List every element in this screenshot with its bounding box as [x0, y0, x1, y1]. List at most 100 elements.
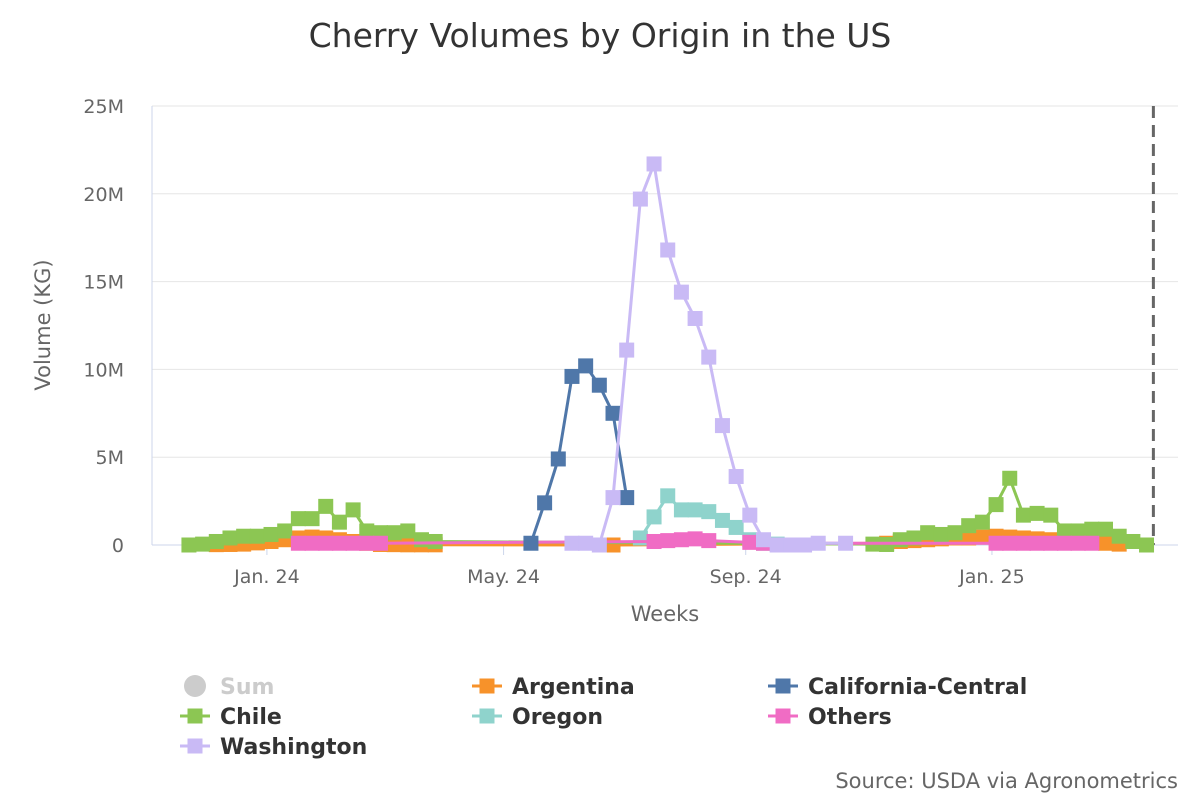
data-point-chile [386, 525, 402, 541]
data-point-chile [331, 514, 347, 530]
data-point-oregon [701, 504, 717, 520]
legend-item-others: Others [768, 705, 892, 730]
data-point-washington [578, 535, 594, 551]
data-point-chile [1097, 521, 1113, 537]
data-point-argentina [605, 537, 621, 553]
data-point-chile [1029, 505, 1045, 521]
data-point-chile [974, 514, 990, 530]
y-tick-label: 25M [83, 96, 124, 118]
data-point-chile [318, 498, 334, 514]
data-point-argentina [1097, 535, 1113, 551]
data-point-chile [1043, 507, 1059, 523]
data-point-california-central [578, 358, 594, 374]
data-point-oregon [714, 512, 730, 528]
x-tick-label: Jan. 24 [233, 566, 300, 588]
data-point-chile [988, 497, 1004, 513]
legend-symbol [184, 675, 206, 697]
data-point-chile [1125, 533, 1141, 549]
x-axis-title: Weeks [631, 602, 699, 626]
y-tick-label: 5M [96, 447, 124, 469]
source-credit: Source: USDA via Agronometrics [835, 769, 1178, 793]
data-point-others [701, 533, 717, 549]
series-others [290, 531, 1100, 551]
data-point-california-central [537, 495, 553, 511]
data-point-oregon [632, 530, 648, 546]
series-washington [564, 156, 854, 553]
legend-item-washington: Washington [180, 735, 367, 760]
legend-item-chile: Chile [180, 705, 282, 730]
data-point-washington [742, 507, 758, 523]
data-point-argentina [386, 537, 402, 553]
gridlines [152, 105, 1178, 458]
data-point-others [742, 534, 758, 550]
data-point-chile [413, 532, 429, 548]
data-point-chile [236, 528, 252, 544]
data-point-washington [605, 490, 621, 506]
data-point-oregon [728, 519, 744, 535]
data-point-oregon [673, 502, 689, 518]
data-point-washington [728, 469, 744, 485]
data-point-chile [961, 518, 977, 534]
data-point-chile [304, 511, 320, 527]
data-point-chile [933, 526, 949, 542]
series-line-california-central [529, 364, 629, 544]
data-point-washington [673, 284, 689, 300]
data-point-washington [755, 532, 771, 548]
data-point-washington [632, 191, 648, 207]
legend-label: California-Central [808, 675, 1027, 700]
legend-marker-symbol [479, 678, 495, 694]
data-point-others [372, 535, 388, 551]
data-point-others [290, 535, 306, 551]
data-point-chile [1070, 523, 1086, 539]
data-point-washington [769, 537, 785, 553]
data-point-washington [810, 535, 826, 551]
data-point-others [646, 533, 662, 549]
data-point-others [687, 531, 703, 547]
data-point-california-central [523, 535, 539, 551]
data-point-chile [195, 536, 211, 552]
data-point-california-central [564, 368, 580, 384]
data-point-chile [181, 537, 197, 553]
legend-label: Oregon [512, 705, 603, 730]
legend-label: Washington [220, 735, 367, 760]
chart-title: Cherry Volumes by Origin in the US [309, 16, 892, 55]
data-point-chile [1139, 537, 1155, 553]
series-california-central [523, 358, 635, 551]
data-point-chile [359, 523, 375, 539]
y-tick-label: 15M [83, 272, 124, 294]
data-point-washington [619, 342, 635, 358]
data-point-chile [277, 523, 293, 539]
data-point-chile [892, 532, 908, 548]
data-point-california-central [591, 377, 607, 393]
y-tick-label: 0 [112, 535, 124, 557]
legend-marker-symbol [775, 678, 791, 694]
y-tick-label: 20M [83, 184, 124, 206]
data-point-washington [701, 349, 717, 365]
data-point-oregon [646, 509, 662, 525]
data-point-chile [1111, 528, 1127, 544]
data-point-washington [783, 537, 799, 553]
y-tick-label: 10M [83, 359, 124, 381]
data-point-washington [838, 535, 854, 551]
data-point-argentina [400, 537, 416, 553]
legend-item-sum: Sum [184, 675, 274, 700]
data-point-chile [947, 525, 963, 541]
data-point-chile [400, 523, 416, 539]
data-point-others [660, 533, 676, 549]
data-point-washington [646, 156, 662, 172]
legend: Sum Argentina California-Central Chile Orego… [180, 675, 1027, 760]
legend-item-argentina: Argentina [472, 675, 635, 700]
data-point-argentina [974, 529, 990, 545]
legend-marker-symbol [479, 708, 495, 724]
data-point-chile [345, 502, 361, 518]
data-point-chile [290, 511, 306, 527]
data-point-chile [1084, 521, 1100, 537]
data-point-others [1056, 535, 1072, 551]
data-point-others [988, 535, 1004, 551]
data-point-others [1015, 535, 1031, 551]
legend-marker-symbol [187, 738, 203, 754]
data-point-oregon [660, 488, 676, 504]
legend-label: Argentina [512, 675, 635, 700]
x-tick-label: Jan. 25 [958, 566, 1025, 588]
legend-item-oregon: Oregon [472, 705, 603, 730]
